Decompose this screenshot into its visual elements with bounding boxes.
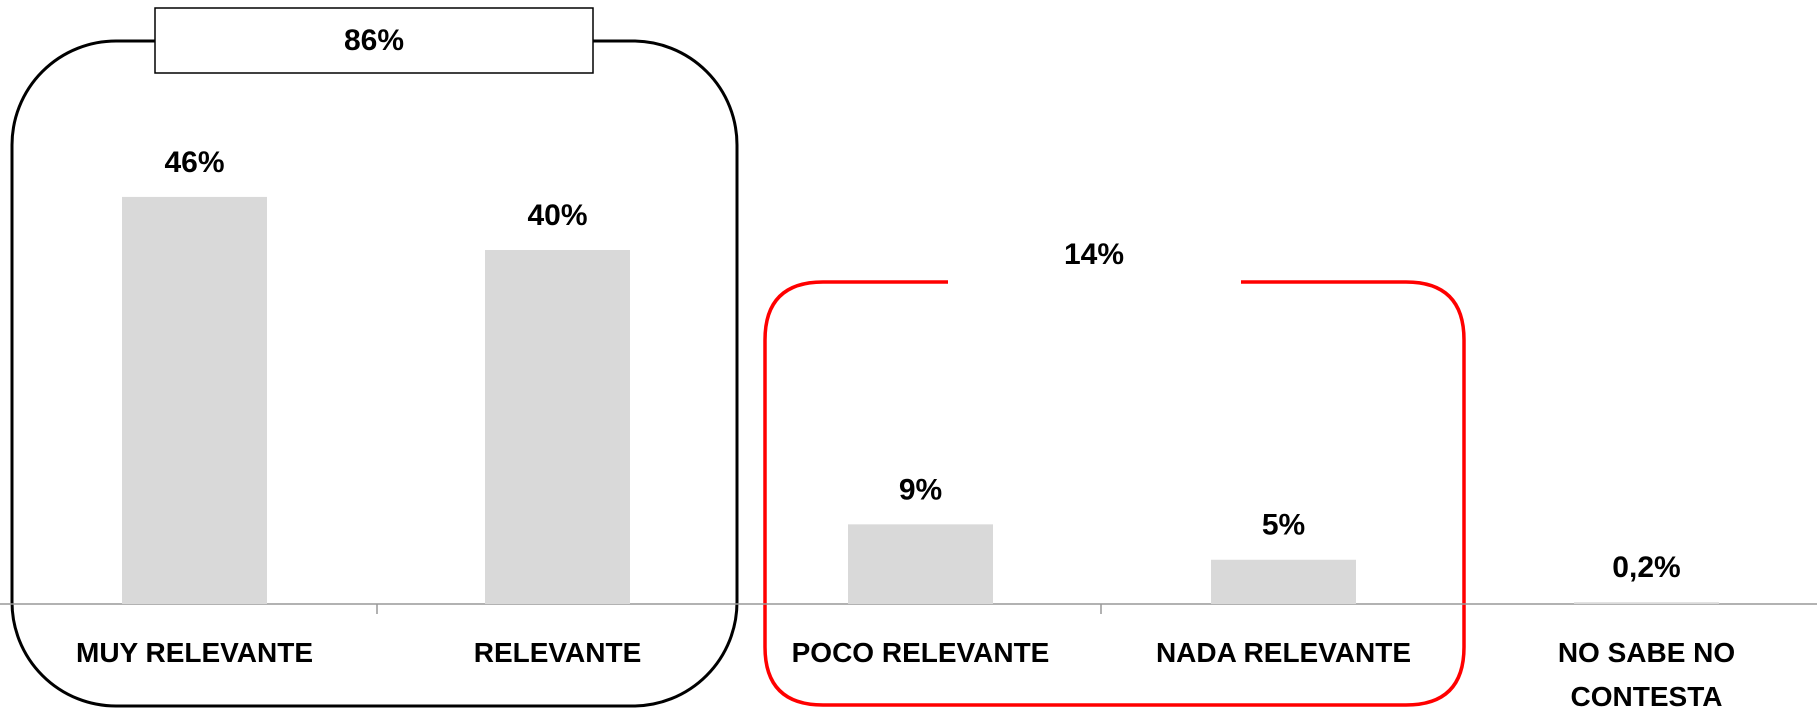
annotation: 86%	[344, 24, 404, 57]
annotation: 14%	[1064, 238, 1124, 271]
x-tick-label: MUY RELEVANTE	[76, 637, 313, 668]
x-tick-label: POCO RELEVANTE	[791, 637, 1050, 668]
x-tick-label: NO SABE NO CONTESTA	[1557, 637, 1736, 712]
annotation-box	[154, 7, 594, 74]
bar	[848, 524, 993, 604]
value-label: 0,2%	[1612, 551, 1680, 584]
value-label: 5%	[1262, 509, 1305, 542]
group-box	[763, 280, 1466, 707]
value-label: 40%	[527, 199, 587, 232]
x-tick-label: RELEVANTE	[473, 637, 642, 668]
x-tick-label: NADA RELEVANTE	[1155, 637, 1412, 668]
value-label: 9%	[899, 473, 942, 506]
value-label: 46%	[164, 146, 224, 179]
bar	[1211, 559, 1356, 604]
bar	[1574, 602, 1719, 604]
bar	[485, 250, 630, 604]
bar	[122, 196, 267, 604]
